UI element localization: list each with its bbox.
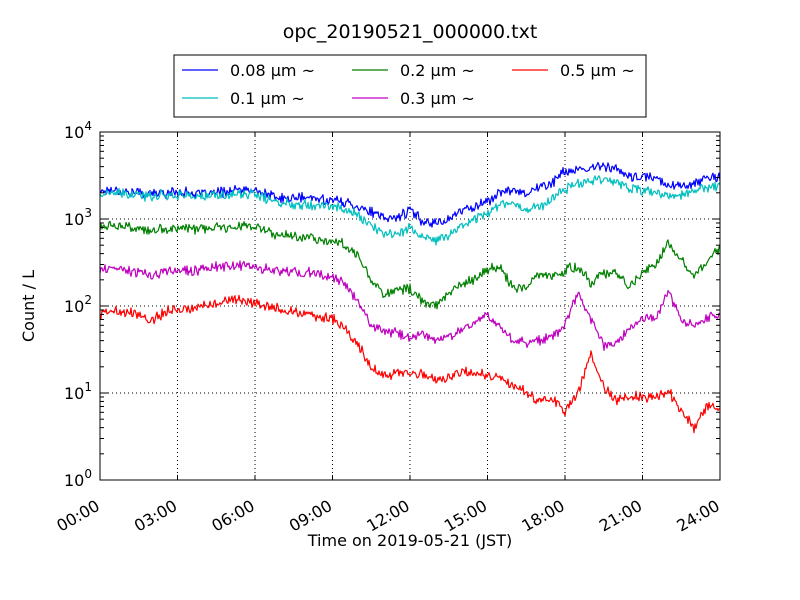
y-tick-label: 101	[64, 380, 92, 403]
legend-label: 0.2 μm ~	[400, 61, 475, 80]
grid-lines	[100, 132, 720, 480]
series-line	[99, 294, 721, 434]
y-tick-exponent: 1	[84, 380, 92, 394]
series-line	[99, 260, 721, 351]
series-lines	[99, 161, 721, 434]
axis-ticks	[99, 131, 721, 481]
y-tick-exponent: 0	[84, 467, 92, 481]
y-tick-base: 10	[64, 297, 84, 316]
y-tick-label: 104	[64, 119, 92, 142]
y-tick-base: 10	[64, 471, 84, 490]
y-tick-exponent: 3	[84, 206, 92, 220]
legend-box	[173, 54, 647, 118]
y-tick-label: 103	[64, 206, 92, 229]
y-tick-base: 10	[64, 384, 84, 403]
legend-label: 0.3 μm ~	[400, 89, 475, 108]
legend-label: 0.08 μm ~	[230, 61, 315, 80]
y-tick-label: 100	[64, 467, 92, 490]
legend-label: 0.5 μm ~	[560, 61, 635, 80]
series-line	[99, 220, 721, 310]
chart-title: opc_20190521_000000.txt	[283, 21, 538, 43]
y-tick-base: 10	[64, 210, 84, 229]
y-tick-exponent: 4	[84, 119, 92, 133]
legend-label: 0.1 μm ~	[230, 89, 305, 108]
series-line	[99, 161, 721, 228]
y-tick-label: 102	[64, 293, 92, 316]
x-axis-label: Time on 2019-05-21 (JST)	[307, 531, 512, 550]
y-tick-base: 10	[64, 123, 84, 142]
y-axis-label: Count / L	[19, 270, 38, 342]
legend: 0.08 μm ~ 0.1 μm ~ 0.2 μm ~ 0.3 μm ~ 0.5 μm …	[173, 54, 647, 118]
series-line	[99, 175, 721, 246]
y-tick-exponent: 2	[84, 293, 92, 307]
